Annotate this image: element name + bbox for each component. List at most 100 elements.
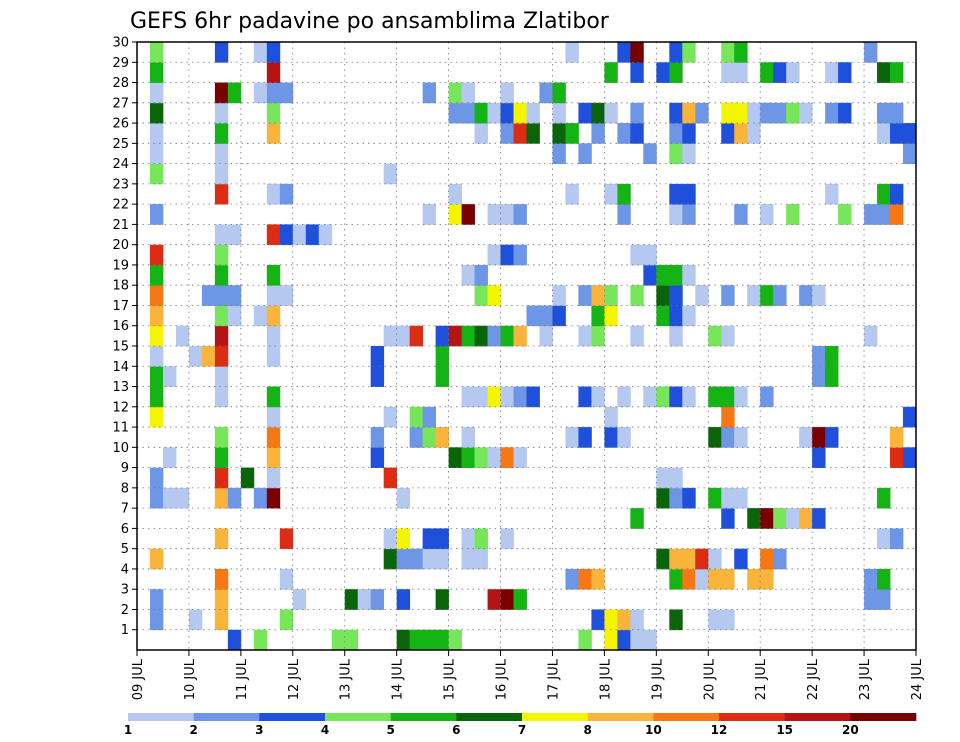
heatmap-cell — [539, 325, 553, 347]
heatmap-cell — [266, 325, 281, 347]
heatmap-cell — [669, 609, 683, 631]
y-tick-label: 17 — [112, 299, 129, 314]
heatmap-cell — [435, 589, 449, 610]
heatmap-cell — [630, 609, 644, 631]
heatmap-cell — [825, 183, 839, 205]
heatmap-cell — [383, 325, 398, 347]
heatmap-cell — [825, 366, 839, 387]
colorbar-label: 7 — [518, 723, 526, 737]
heatmap-cell — [357, 589, 372, 610]
heatmap-cell — [604, 427, 618, 448]
heatmap-cell — [669, 305, 683, 327]
heatmap-cell — [227, 629, 242, 651]
heatmap-cell — [591, 102, 605, 124]
heatmap-cell — [149, 102, 164, 124]
heatmap-cell — [383, 467, 398, 489]
heatmap-cell — [903, 123, 917, 144]
heatmap-cell — [669, 204, 683, 225]
heatmap-cell — [669, 467, 683, 489]
heatmap-cell — [214, 143, 229, 164]
heatmap-cell — [383, 528, 398, 550]
y-tick-label: 4 — [121, 562, 129, 577]
heatmap-cell — [227, 82, 242, 104]
colorbar-swatch — [719, 713, 785, 721]
heatmap-cell — [786, 204, 800, 225]
heatmap-cell — [708, 487, 722, 509]
heatmap-cell — [734, 427, 748, 448]
heatmap-cell — [149, 42, 164, 63]
heatmap-cell — [552, 123, 566, 144]
heatmap-cell — [266, 264, 281, 286]
heatmap-cell — [630, 42, 644, 63]
heatmap-cell — [643, 386, 657, 408]
heatmap-cell — [474, 548, 488, 570]
heatmap-cell — [799, 427, 813, 448]
heatmap-cell — [877, 568, 891, 590]
heatmap-cell — [214, 346, 229, 367]
heatmap-cell — [214, 305, 229, 327]
heatmap-cell — [214, 528, 229, 550]
heatmap-cell — [565, 123, 579, 144]
y-tick-label: 7 — [121, 502, 129, 517]
heatmap-cell — [279, 224, 294, 246]
heatmap-cell — [773, 62, 787, 83]
heatmap-cell — [487, 102, 501, 124]
heatmap-cell — [552, 143, 566, 164]
heatmap-cell — [396, 528, 411, 550]
heatmap-cell — [435, 346, 449, 367]
x-tick-label: 12 JUL — [287, 658, 302, 700]
heatmap-cell — [266, 183, 281, 205]
heatmap-cell — [448, 82, 462, 104]
heatmap-cell — [461, 325, 475, 347]
y-tick-label: 18 — [112, 279, 129, 294]
heatmap-cell — [149, 264, 164, 286]
heatmap-cell — [643, 264, 657, 286]
heatmap-cell — [669, 264, 683, 286]
heatmap-cell — [565, 42, 579, 63]
heatmap-cell — [266, 427, 281, 448]
heatmap-cell — [877, 487, 891, 509]
heatmap-cell — [682, 102, 696, 124]
heatmap-cell — [695, 102, 709, 124]
heatmap-cell — [500, 82, 514, 104]
heatmap-cell — [682, 183, 696, 205]
heatmap-cell — [409, 406, 424, 428]
heatmap-cell — [877, 183, 891, 205]
heatmap-cell — [669, 183, 683, 205]
heatmap-cell — [656, 62, 670, 83]
x-tick-label: 13 JUL — [339, 658, 354, 700]
heatmap-cell — [266, 305, 281, 327]
heatmap-cell — [461, 264, 475, 286]
heatmap-cell — [669, 42, 683, 63]
heatmap-cell — [656, 285, 670, 306]
x-tick-label: 22 JUL — [806, 658, 821, 700]
heatmap-cell — [149, 62, 164, 83]
heatmap-cell — [500, 325, 514, 347]
heatmap-cell — [227, 487, 242, 509]
heatmap-cell — [721, 123, 735, 144]
heatmap-cell — [461, 447, 475, 468]
heatmap-cell — [279, 183, 294, 205]
heatmap-cell — [630, 123, 644, 144]
heatmap-cell — [786, 508, 800, 529]
heatmap-cell — [266, 82, 281, 104]
heatmap-cell — [500, 244, 514, 266]
heatmap-cell — [669, 123, 683, 144]
heatmap-cell — [578, 285, 592, 306]
heatmap-cell — [500, 123, 514, 144]
heatmap-cell — [396, 487, 411, 509]
heatmap-cell — [149, 609, 164, 631]
heatmap-cell — [890, 427, 904, 448]
heatmap-cell — [422, 427, 437, 448]
heatmap-cell — [604, 609, 618, 631]
heatmap-cell — [591, 325, 605, 347]
heatmap-cell — [877, 102, 891, 124]
heatmap-cell — [669, 487, 683, 509]
colorbar-swatch — [653, 713, 720, 721]
heatmap-cell — [552, 82, 566, 104]
heatmap-cell — [760, 204, 774, 225]
heatmap-cell — [643, 629, 657, 651]
y-tick-label: 21 — [112, 218, 129, 233]
heatmap-cell — [682, 487, 696, 509]
heatmap-cell — [214, 244, 229, 266]
